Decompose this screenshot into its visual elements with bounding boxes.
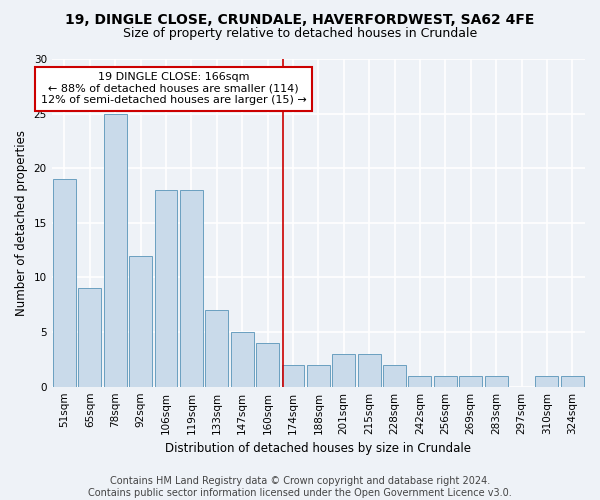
Bar	[434, 376, 457, 386]
Text: Contains HM Land Registry data © Crown copyright and database right 2024.
Contai: Contains HM Land Registry data © Crown c…	[88, 476, 512, 498]
Bar	[383, 365, 406, 386]
Bar	[53, 179, 76, 386]
Text: Size of property relative to detached houses in Crundale: Size of property relative to detached ho…	[123, 28, 477, 40]
Text: 19, DINGLE CLOSE, CRUNDALE, HAVERFORDWEST, SA62 4FE: 19, DINGLE CLOSE, CRUNDALE, HAVERFORDWES…	[65, 12, 535, 26]
Bar	[180, 190, 203, 386]
Bar	[205, 310, 228, 386]
Bar	[307, 365, 330, 386]
Bar	[409, 376, 431, 386]
Bar	[129, 256, 152, 386]
Bar	[561, 376, 584, 386]
Y-axis label: Number of detached properties: Number of detached properties	[15, 130, 28, 316]
Bar	[358, 354, 380, 386]
Bar	[332, 354, 355, 386]
Text: 19 DINGLE CLOSE: 166sqm
← 88% of detached houses are smaller (114)
12% of semi-d: 19 DINGLE CLOSE: 166sqm ← 88% of detache…	[41, 72, 307, 106]
Bar	[104, 114, 127, 386]
Bar	[281, 365, 304, 386]
Bar	[79, 288, 101, 386]
X-axis label: Distribution of detached houses by size in Crundale: Distribution of detached houses by size …	[166, 442, 472, 455]
Bar	[535, 376, 559, 386]
Bar	[459, 376, 482, 386]
Bar	[485, 376, 508, 386]
Bar	[256, 343, 279, 386]
Bar	[155, 190, 178, 386]
Bar	[231, 332, 254, 386]
